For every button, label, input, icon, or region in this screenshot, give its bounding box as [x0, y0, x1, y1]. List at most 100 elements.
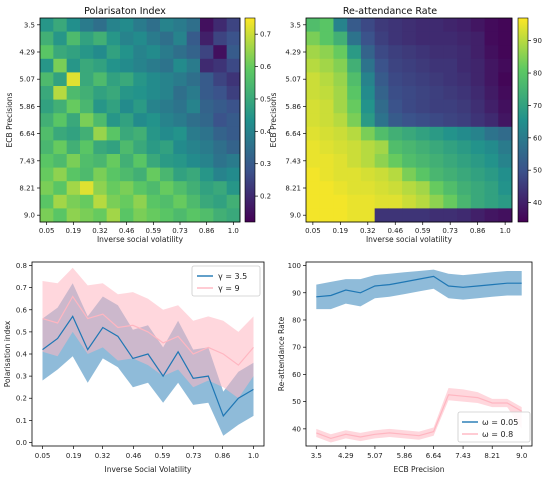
heatmap1-cell	[133, 99, 148, 114]
heatmap2-cell	[457, 113, 472, 128]
heatmap1-cell	[213, 72, 228, 87]
heatmap2-cell	[347, 86, 362, 100]
heatmap1-cell	[80, 45, 94, 60]
heatmap1-cell	[120, 72, 134, 87]
line1-y-tick-label: 0.5	[16, 328, 27, 336]
heatmap2-cell	[498, 208, 513, 223]
heatmap1-cell	[213, 18, 228, 32]
heatmap2-cell	[333, 58, 348, 73]
heatmap2-cell	[498, 140, 513, 155]
heatmap1-cells	[40, 18, 241, 223]
line1-y-tick-label: 0.0	[16, 439, 27, 447]
heatmap1-cell	[173, 167, 188, 182]
heatmap1-cell	[173, 208, 188, 223]
heatmap1-cell	[66, 99, 81, 114]
heatmap2-cell	[360, 140, 376, 155]
heatmap2-cell	[319, 31, 334, 46]
line2-x-ticks: 3.5 4.29 5.07 5.86 6.64 7.43 8.21 9.0	[311, 446, 527, 460]
heatmap2-cell	[443, 31, 458, 46]
heatmap2-cell	[470, 181, 485, 196]
heatmap2-cell	[484, 194, 499, 209]
heatmap1-cell	[53, 113, 68, 128]
heatmap2-y-tick-label: 3.5	[290, 21, 301, 29]
heatmap2-cell	[484, 181, 499, 196]
heatmap1-colorbar-tick-label: 0.3	[260, 160, 271, 168]
line1-y-tick-label: 0.6	[16, 306, 28, 314]
heatmap2-cell	[347, 140, 362, 155]
heatmap1-cell	[133, 181, 148, 196]
heatmap2-cell	[319, 72, 334, 87]
heatmap1-cell	[66, 167, 81, 182]
heatmap2-cell	[498, 154, 513, 168]
heatmap1-cell	[186, 154, 201, 168]
heatmap2-cell	[388, 99, 403, 114]
heatmap1-cell	[160, 45, 174, 60]
heatmap1-cell	[40, 113, 54, 128]
line2-x-tick-label: 9.0	[516, 452, 527, 460]
heatmap1-cell	[133, 31, 148, 46]
heatmap1-cell	[173, 86, 188, 100]
heatmap1-cell	[40, 31, 54, 46]
heatmap2-cell	[470, 167, 485, 182]
line2-x-tick-label: 6.64	[426, 452, 442, 460]
heatmap1-cell	[200, 18, 214, 32]
heatmap1-cell	[53, 86, 68, 100]
heatmap1-cell	[200, 154, 214, 168]
heatmap2-cell	[333, 126, 348, 141]
heatmap2-cell	[470, 45, 485, 60]
heatmap2-cell	[360, 208, 376, 223]
heatmap2-cell	[333, 181, 348, 196]
heatmap1-cell	[200, 181, 214, 196]
heatmap1-cell	[186, 140, 201, 155]
heatmap2-x-tick-label: 0.05	[305, 227, 321, 235]
heatmap2-cell	[360, 86, 376, 100]
heatmap1-cell	[93, 126, 108, 141]
heatmap1-cell	[200, 72, 214, 87]
heatmap2-cell	[470, 86, 485, 100]
heatmap2-cell	[470, 31, 485, 46]
heatmap2-colorbar-tick-label: 40	[533, 199, 542, 207]
heatmap2-cell	[374, 18, 389, 32]
heatmap2-cell	[388, 113, 403, 128]
heatmap2-cell	[415, 18, 430, 32]
heatmap1-cell	[226, 208, 241, 223]
heatmap2-cell	[374, 86, 389, 100]
heatmap2-cell	[498, 45, 513, 60]
heatmap1-cell	[160, 58, 174, 73]
heatmap2-cell	[347, 99, 362, 114]
heatmap1-cell	[120, 126, 134, 141]
heatmap1-cell	[200, 99, 214, 114]
heatmap2-cell	[415, 167, 430, 182]
heatmap1-cell	[106, 72, 121, 87]
heatmap1-cell	[106, 99, 121, 114]
heatmap1-y-tick-label: 8.21	[19, 185, 35, 193]
heatmap1-cell	[200, 194, 214, 209]
heatmap2-cell	[470, 126, 485, 141]
heatmap1-cell	[213, 31, 228, 46]
line2-x-tick-label: 7.43	[455, 452, 471, 460]
heatmap2-title: Re-attendance Rate	[343, 6, 437, 17]
heatmap2-cell	[388, 167, 403, 182]
heatmap1-x-tick-label: 0.59	[146, 227, 162, 235]
heatmap1-cell	[213, 113, 228, 128]
heatmap1-cell	[160, 181, 174, 196]
heatmap1-cell	[146, 208, 161, 223]
heatmap1-cell	[186, 31, 201, 46]
heatmap2-cell	[457, 18, 472, 32]
heatmap1-cell	[53, 99, 68, 114]
heatmap2-y-tick-label: 4.29	[285, 49, 301, 57]
heatmap1-cell	[53, 58, 68, 73]
line2-x-tick-label: 5.86	[397, 452, 413, 460]
heatmap1-cell	[80, 113, 94, 128]
heatmap2-cell	[457, 194, 472, 209]
heatmap1-cell	[186, 194, 201, 209]
line1-x-tick-label: 0.46	[126, 452, 142, 460]
heatmap2-cell	[388, 181, 403, 196]
heatmap2-cell	[388, 154, 403, 168]
heatmap2-x-tick-label: 0.32	[360, 227, 376, 235]
line2-xlabel: ECB Precision	[394, 465, 445, 474]
heatmap2-cell	[443, 113, 458, 128]
heatmap2-cell	[402, 167, 417, 182]
heatmap2-cell	[498, 181, 513, 196]
heatmap1-cell	[106, 31, 121, 46]
